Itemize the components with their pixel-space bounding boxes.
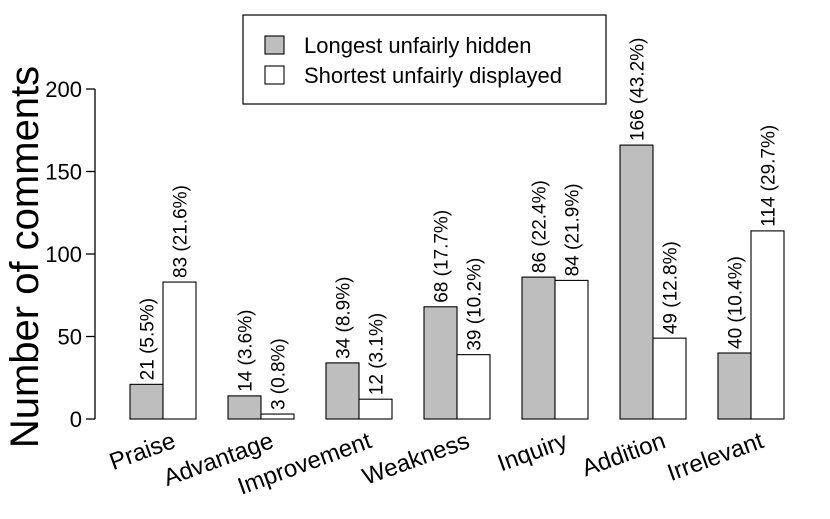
bar [325, 362, 360, 420]
bar [358, 398, 393, 420]
bar [619, 144, 654, 420]
data-label: 14 (3.6%) [236, 310, 257, 392]
bar [423, 306, 458, 420]
y-axis-label: Number of comments [3, 66, 47, 448]
legend-label: Shortest unfairly displayed [304, 63, 562, 88]
bar [750, 230, 785, 420]
data-label: 86 (22.4%) [530, 180, 551, 273]
y-tick-label: 50 [58, 325, 82, 350]
data-label: 49 (12.8%) [661, 241, 682, 334]
y-tick-label: 200 [45, 77, 82, 102]
y-tick-label: 100 [45, 242, 82, 267]
data-label: 84 (21.9%) [563, 183, 584, 276]
data-label: 12 (3.1%) [367, 313, 388, 395]
legend: Longest unfairly hidden Shortest unfairly… [242, 14, 607, 105]
data-label: 166 (43.2%) [628, 38, 649, 142]
data-label: 3 (0.8%) [269, 338, 290, 410]
data-label: 68 (17.7%) [432, 210, 453, 303]
bars: 21 (5.5%) 83 (21.6%) 14 (3.6%) 3 (0.8%) 34 (… [129, 38, 785, 420]
bar [260, 413, 295, 420]
category-label: Addition [578, 427, 669, 482]
bar [652, 337, 687, 420]
data-label: 83 (21.6%) [171, 185, 192, 278]
y-axis: 0 50 100 150 200 [45, 77, 96, 432]
bar [129, 383, 164, 420]
data-label: 34 (8.9%) [334, 277, 355, 359]
legend-swatch [264, 65, 285, 85]
data-label: 40 (10.4%) [726, 256, 747, 349]
data-label: 114 (29.7%) [759, 125, 780, 227]
y-tick-label: 150 [45, 160, 82, 185]
y-tick-label: 0 [70, 407, 82, 432]
legend-box [242, 14, 607, 105]
bar [717, 352, 752, 420]
data-label: 39 (10.2%) [465, 258, 486, 351]
bar [227, 395, 262, 420]
legend-label: Longest unfairly hidden [304, 33, 532, 58]
legend-swatch [264, 35, 285, 55]
category-label: Weakness [359, 427, 473, 491]
bar [162, 281, 197, 420]
category-label: Inquiry [494, 427, 571, 477]
bar [521, 276, 556, 420]
data-label: 21 (5.5%) [138, 298, 159, 380]
bar [554, 279, 589, 420]
category-label: Irrelevant [664, 427, 768, 487]
bar [456, 354, 491, 420]
